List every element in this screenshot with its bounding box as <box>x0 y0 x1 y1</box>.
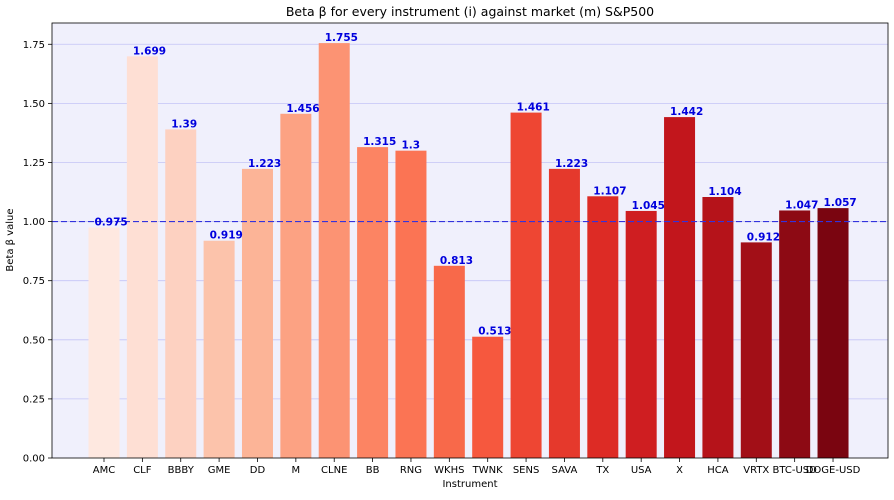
x-axis-label: Instrument <box>442 479 497 490</box>
x-tick-label: BB <box>366 465 380 476</box>
data-label: 1.315 <box>363 136 396 148</box>
data-label: 1.045 <box>632 200 665 212</box>
y-tick-label: 0.50 <box>23 335 45 346</box>
y-tick-label: 1.25 <box>23 158 45 169</box>
x-tick-label: DD <box>250 465 266 476</box>
data-label: 1.057 <box>824 197 857 209</box>
data-label: 1.456 <box>286 103 319 115</box>
data-label: 1.104 <box>708 186 741 198</box>
bar-amc <box>88 227 120 458</box>
x-tick-label: RNG <box>400 465 422 476</box>
y-axis-label: Beta β value <box>5 208 16 271</box>
x-tick-label: SAVA <box>552 465 578 476</box>
data-label: 0.919 <box>210 230 243 242</box>
x-tick-label: USA <box>631 465 652 476</box>
plot-frame <box>51 22 889 459</box>
data-label: 1.223 <box>248 158 281 170</box>
x-tick-label: BTC-USD <box>772 465 817 476</box>
bar-tx <box>587 196 619 458</box>
y-tick-label: 1.75 <box>23 40 45 51</box>
data-label: 1.107 <box>593 185 626 197</box>
bar-twnk <box>472 336 504 458</box>
x-tick-label: DOGE-USD <box>806 465 861 476</box>
y-axis-ticks: 0.00 0.25 0.50 0.75 1.00 1.25 1.50 1.75 <box>23 40 52 465</box>
x-tick-label: SENS <box>513 465 540 476</box>
data-label: 0.513 <box>478 326 511 338</box>
bar-btc-usd <box>779 210 811 458</box>
data-label: 1.442 <box>670 106 703 118</box>
x-tick-label: X <box>676 465 683 476</box>
bar-sens <box>510 112 542 459</box>
x-tick-label: GME <box>208 465 231 476</box>
bar-usa <box>625 210 657 458</box>
y-tick-label: 1.00 <box>23 217 45 228</box>
data-label: 1.461 <box>517 102 550 114</box>
bar-dd <box>241 168 273 458</box>
data-label: 1.3 <box>401 140 420 152</box>
y-tick-label: 0.25 <box>23 394 45 405</box>
data-label: 0.975 <box>95 216 128 228</box>
data-labels: 0.975 1.699 1.39 0.919 1.223 1.456 1.755 1.315 1… <box>95 32 857 338</box>
y-tick-label: 0.75 <box>23 276 45 287</box>
x-tick-label: TX <box>595 465 609 476</box>
x-tick-label: M <box>292 465 301 476</box>
x-tick-label: CLNE <box>321 465 347 476</box>
bar-doge-usd <box>817 208 849 458</box>
x-tick-label: VRTX <box>743 465 769 476</box>
x-tick-label: BBBY <box>168 465 195 476</box>
bar-vrtx <box>740 242 772 458</box>
x-tick-label: WKHS <box>434 465 464 476</box>
bar-m <box>280 113 312 459</box>
bar-wkhs <box>433 265 465 458</box>
bar-hca <box>702 197 734 458</box>
bar-bb <box>357 147 389 458</box>
x-tick-label: CLF <box>133 465 152 476</box>
x-tick-label: HCA <box>707 465 729 476</box>
bar-clne <box>318 43 350 459</box>
y-tick-label: 1.50 <box>23 99 45 110</box>
data-label: 0.912 <box>747 231 780 243</box>
bar-rng <box>395 150 427 459</box>
axes <box>51 22 889 459</box>
bars <box>88 43 849 459</box>
data-label: 1.699 <box>133 45 166 57</box>
x-axis-ticks: AMC CLF BBBY GME DD M CLNE BB RNG WKHS TWNK SENS SAV… <box>93 458 861 476</box>
y-tick-label: 0.00 <box>23 454 45 465</box>
x-tick-label: TWNK <box>472 465 503 476</box>
data-label: 1.047 <box>785 199 818 211</box>
data-label: 1.755 <box>325 32 358 44</box>
bar-clf <box>126 56 158 459</box>
chart-title: Beta β for every instrument (i) against … <box>286 4 654 19</box>
data-label: 1.223 <box>555 158 588 170</box>
bar-sava <box>548 168 580 458</box>
bar-gme <box>203 240 235 458</box>
data-label: 0.813 <box>440 255 473 267</box>
bar-bbby <box>165 129 197 458</box>
data-label: 1.39 <box>171 118 197 130</box>
x-tick-label: AMC <box>93 465 115 476</box>
bar-x <box>664 117 696 458</box>
